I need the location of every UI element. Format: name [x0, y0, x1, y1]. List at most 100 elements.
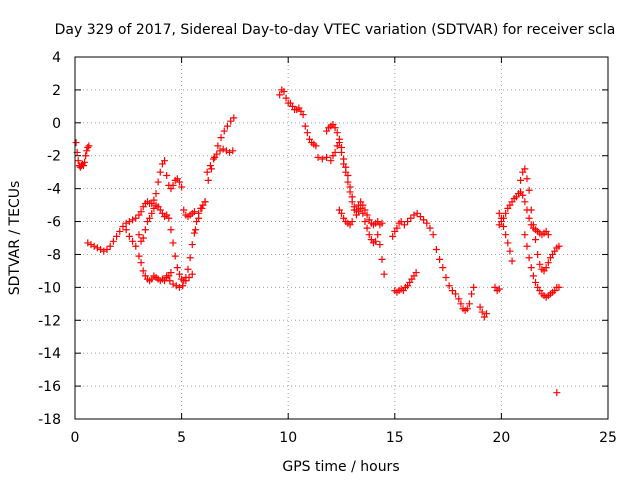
data-point: [119, 222, 127, 230]
data-point: [190, 229, 198, 237]
data-point: [103, 246, 111, 254]
data-point: [175, 283, 183, 291]
data-point: [372, 237, 380, 245]
data-point: [532, 278, 540, 286]
x-tick-label: 5: [177, 430, 186, 446]
data-point: [175, 178, 183, 186]
data-point: [361, 206, 369, 214]
data-point: [129, 237, 137, 245]
data-point: [380, 270, 388, 278]
data-point: [190, 208, 198, 216]
data-point: [129, 216, 137, 224]
series-arc10: [391, 269, 420, 296]
data-point: [87, 241, 95, 249]
data-point: [455, 295, 463, 303]
data-point: [423, 219, 431, 227]
data-point: [439, 264, 447, 272]
data-point: [85, 142, 93, 150]
series-arc3: [122, 226, 175, 285]
data-point: [404, 218, 412, 226]
data-point: [220, 127, 228, 135]
data-point: [74, 157, 82, 165]
data-point: [280, 88, 288, 96]
data-point: [222, 147, 230, 155]
data-point: [314, 153, 322, 161]
data-point: [340, 155, 348, 163]
data-point: [137, 208, 145, 216]
data-point: [365, 231, 373, 239]
data-point: [156, 168, 164, 176]
data-point: [476, 303, 484, 311]
data-point: [301, 122, 309, 130]
data-point: [352, 206, 360, 214]
data-point: [135, 252, 143, 260]
data-point: [521, 198, 529, 206]
x-tick-label: 0: [71, 430, 80, 446]
data-point: [420, 216, 428, 224]
y-tick-label: 0: [52, 116, 61, 132]
data-point: [132, 242, 140, 250]
data-point: [361, 218, 369, 226]
data-point: [182, 277, 190, 285]
data-point: [429, 231, 437, 239]
plot-frame: [74, 56, 609, 420]
data-point: [100, 247, 108, 255]
data-point: [331, 124, 339, 132]
series-arc5: [163, 114, 238, 291]
data-point: [171, 252, 179, 260]
data-point: [529, 272, 537, 280]
data-point: [527, 264, 535, 272]
data-point: [348, 193, 356, 201]
data-point: [188, 270, 196, 278]
data-point: [335, 135, 343, 143]
data-point: [318, 155, 326, 163]
data-point: [109, 237, 117, 245]
data-point: [139, 267, 147, 275]
data-point: [519, 191, 527, 199]
data-point: [152, 190, 160, 198]
data-point: [378, 255, 386, 263]
series-arc7: [276, 86, 386, 247]
data-point: [338, 209, 345, 217]
data-point: [521, 231, 529, 239]
data-point: [374, 231, 382, 239]
data-point: [389, 232, 397, 240]
data-point: [342, 163, 350, 171]
series-arc9: [335, 206, 356, 229]
data-point: [276, 91, 284, 99]
data-point: [125, 232, 133, 240]
data-point: [219, 145, 227, 153]
data-point: [463, 305, 471, 313]
data-point: [216, 147, 224, 155]
series-arc1: [72, 139, 93, 171]
data-point: [299, 111, 307, 119]
data-point: [506, 247, 514, 255]
y-tick-label: -16: [38, 379, 61, 395]
data-point: [139, 234, 147, 242]
data-point: [185, 273, 193, 281]
series-arc18: [553, 389, 561, 397]
data-point: [397, 218, 405, 226]
data-point: [163, 272, 171, 280]
data-point: [154, 178, 162, 186]
data-point: [470, 283, 478, 291]
data-point: [412, 269, 420, 277]
y-tick-label: 4: [52, 50, 61, 66]
series-arc8: [323, 120, 388, 278]
data-point: [344, 171, 352, 179]
y-tick-label: -12: [38, 313, 61, 329]
x-tick-label: 10: [279, 430, 297, 446]
x-tick-label: 25: [599, 430, 617, 446]
data-point: [81, 158, 89, 166]
series-arc15: [495, 209, 516, 265]
data-point: [525, 186, 533, 194]
data-point: [125, 218, 133, 226]
data-point: [210, 155, 218, 163]
y-tick-label: -6: [47, 215, 61, 231]
data-point: [468, 290, 476, 298]
data-point: [344, 178, 352, 186]
data-point: [97, 246, 105, 254]
x-tick-label: 20: [492, 430, 510, 446]
data-point: [465, 300, 473, 308]
